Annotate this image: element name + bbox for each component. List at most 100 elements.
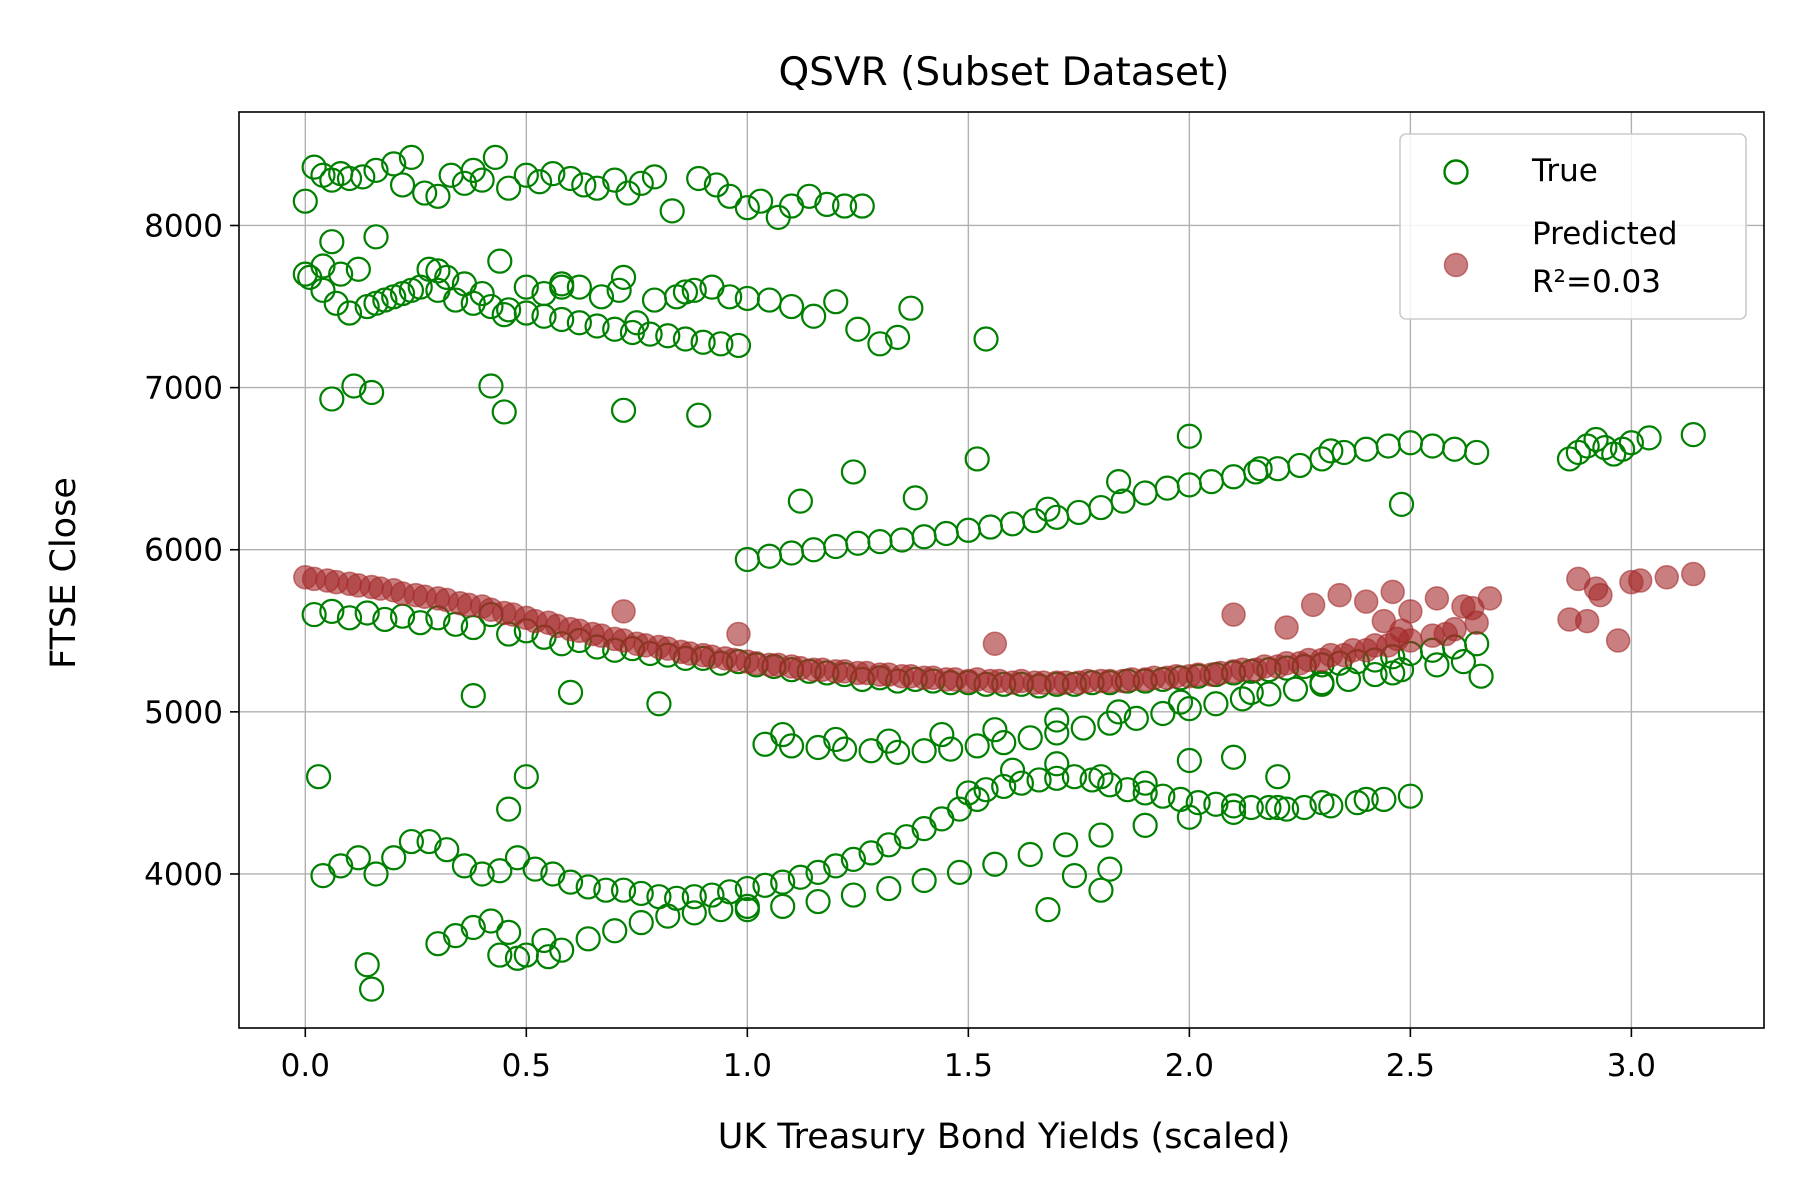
true-point: [964, 733, 990, 759]
true-point: [292, 188, 318, 214]
predicted-point: [1208, 660, 1233, 686]
true-point: [1088, 822, 1114, 848]
predicted-point: [434, 587, 460, 613]
true-point: [1388, 491, 1415, 517]
true-point: [615, 180, 641, 206]
true-point: [1106, 469, 1132, 495]
true-point: [584, 313, 610, 339]
true-point: [416, 828, 442, 855]
true-point: [1636, 425, 1662, 451]
true-point: [412, 180, 438, 206]
true-point: [991, 773, 1017, 800]
predicted-point: [346, 573, 371, 598]
true-point: [1044, 720, 1070, 746]
true-point: [911, 738, 937, 764]
predicted-point: [611, 599, 636, 624]
true-point: [319, 386, 345, 412]
predicted-point: [699, 644, 725, 669]
true-point: [1282, 676, 1309, 702]
true-point: [487, 248, 513, 274]
y-axis-ticks: 4000 5000 6000 7000 8000: [144, 208, 239, 893]
predicted-point: [1274, 615, 1299, 640]
true-point: [1132, 812, 1158, 838]
true-point: [1035, 897, 1061, 923]
x-tick-label: 1.5: [944, 1048, 993, 1084]
true-point: [1052, 832, 1079, 858]
true-point: [504, 845, 531, 871]
predicted-point: [982, 631, 1008, 657]
true-point: [787, 488, 813, 514]
true-point: [770, 869, 796, 895]
true-point: [328, 853, 354, 879]
true-point: [606, 277, 632, 303]
true-point: [504, 945, 531, 971]
true-point: [646, 691, 672, 717]
true-point: [982, 851, 1008, 877]
true-point: [575, 926, 601, 952]
predicted-point: [788, 655, 813, 681]
true-point: [1132, 780, 1158, 806]
true-point: [1362, 661, 1388, 688]
true-point: [1088, 877, 1114, 903]
true-point: [354, 600, 380, 626]
predicted-point: [1075, 668, 1100, 694]
true-point: [991, 730, 1017, 756]
predicted-point: [1340, 638, 1366, 663]
true-point: [1070, 715, 1096, 741]
true-point: [363, 224, 389, 250]
true-point: [840, 882, 867, 908]
true-point: [982, 717, 1008, 743]
true-point: [1203, 791, 1229, 817]
predicted-point: [766, 652, 791, 678]
true-point: [814, 191, 840, 218]
true-point: [1397, 783, 1423, 809]
chart-title: QSVR (Subset Dataset): [778, 50, 1229, 95]
predicted-point: [1353, 589, 1379, 614]
true-point: [469, 167, 495, 193]
true-point: [1318, 793, 1344, 819]
true-point: [1565, 439, 1591, 466]
x-tick-label: 0.0: [281, 1048, 330, 1084]
true-point: [686, 165, 712, 192]
predicted-point: [1433, 621, 1458, 647]
true-point: [469, 861, 495, 887]
true-point: [619, 319, 646, 346]
true-point: [610, 397, 637, 423]
true-point: [602, 167, 628, 193]
true-point: [540, 161, 566, 187]
true-point: [531, 303, 557, 329]
true-point: [641, 164, 668, 190]
predicted-point: [633, 633, 658, 658]
predicted-point: [1009, 668, 1034, 694]
predicted-point: [920, 665, 946, 691]
true-point: [1574, 433, 1600, 459]
predicted-point: [854, 660, 879, 686]
true-point: [460, 290, 486, 316]
true-point: [805, 859, 831, 885]
true-point: [323, 290, 349, 316]
y-axis-label: FTSE Close: [44, 477, 84, 669]
true-point: [717, 183, 743, 209]
true-point: [1220, 799, 1247, 825]
true-point: [973, 326, 999, 352]
predicted-point: [1605, 628, 1631, 653]
true-point: [496, 175, 522, 201]
predicted-point: [545, 613, 570, 639]
true-point: [1044, 751, 1070, 777]
true-point: [345, 256, 371, 282]
true-point: [354, 293, 380, 320]
predicted-point: [942, 667, 968, 692]
true-point: [1114, 777, 1141, 803]
true-point: [381, 845, 407, 871]
true-point: [297, 264, 323, 290]
true-point: [628, 170, 654, 196]
true-point: [566, 274, 592, 300]
true-point: [1061, 764, 1088, 790]
true-point: [469, 280, 495, 307]
true-point: [336, 165, 363, 192]
true-point: [708, 897, 734, 923]
true-point: [1097, 772, 1123, 798]
true-point: [381, 151, 407, 177]
true-point: [460, 914, 486, 941]
true-point: [1265, 794, 1291, 821]
